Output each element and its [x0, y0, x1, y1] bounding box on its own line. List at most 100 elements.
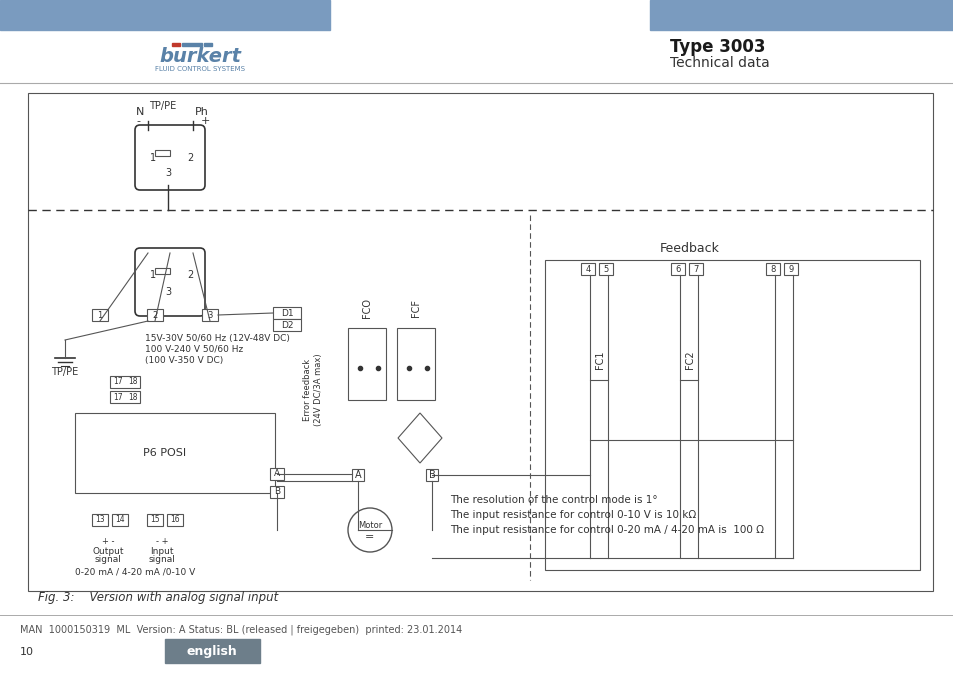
Bar [91, 514, 108, 526]
Text: 100 V-240 V 50/60 Hz: 100 V-240 V 50/60 Hz [145, 345, 243, 353]
Text: - +: - + [155, 536, 168, 546]
Text: 16: 16 [170, 516, 179, 524]
Bar [172, 43, 180, 46]
Bar [765, 263, 780, 275]
Bar [670, 263, 684, 275]
Text: 9: 9 [787, 264, 793, 273]
Text: FCO: FCO [361, 298, 372, 318]
Text: 7: 7 [693, 264, 698, 273]
Text: english: english [187, 645, 237, 658]
Text: 2: 2 [187, 270, 193, 280]
Bar [396, 328, 435, 400]
Text: Technical data: Technical data [669, 56, 769, 70]
Text: 18: 18 [128, 392, 137, 402]
Text: 1: 1 [150, 153, 156, 163]
Text: B: B [274, 487, 280, 497]
Text: D1: D1 [280, 308, 293, 318]
Text: 18: 18 [128, 378, 137, 386]
Text: MAN  1000150319  ML  Version: A Status: BL (released | freigegeben)  printed: 23: MAN 1000150319 ML Version: A Status: BL … [20, 625, 462, 635]
Text: N: N [135, 107, 144, 117]
Bar [426, 469, 437, 481]
Text: The input resistance for control 0-20 mA / 4-20 mA is  100 Ω: The input resistance for control 0-20 mA… [450, 525, 763, 535]
Text: 3: 3 [165, 287, 171, 297]
Text: Output: Output [92, 546, 124, 555]
Text: 15: 15 [150, 516, 160, 524]
Bar [580, 263, 595, 275]
Text: A: A [274, 470, 280, 479]
Text: 0-20 mA / 4-20 mA /0-10 V: 0-20 mA / 4-20 mA /0-10 V [74, 567, 195, 577]
Text: signal: signal [149, 555, 175, 565]
Text: =: = [365, 532, 375, 542]
Text: + -: + - [102, 536, 114, 546]
FancyBboxPatch shape [135, 248, 205, 316]
Bar [167, 514, 183, 526]
Text: FLUID CONTROL SYSTEMS: FLUID CONTROL SYSTEMS [154, 66, 245, 72]
Text: 10: 10 [20, 647, 34, 657]
Text: The input resistance for control 0-10 V is 10 kΩ: The input resistance for control 0-10 V … [450, 510, 696, 520]
Bar [110, 391, 140, 403]
Text: burkert: burkert [159, 48, 241, 67]
Text: 2: 2 [152, 310, 157, 320]
Text: (100 V-350 V DC): (100 V-350 V DC) [145, 355, 223, 365]
Bar [783, 263, 797, 275]
Text: Motor: Motor [357, 520, 382, 530]
Text: 3: 3 [165, 168, 171, 178]
Text: Fig. 3:    Version with analog signal input: Fig. 3: Version with analog signal input [38, 590, 278, 604]
Text: 14: 14 [115, 516, 125, 524]
Text: TP/PE: TP/PE [150, 101, 176, 111]
Text: -: - [136, 116, 140, 126]
Bar [28, 93, 932, 591]
Bar [154, 268, 170, 274]
Bar [0, 0, 330, 30]
Text: 8: 8 [769, 264, 775, 273]
Bar [182, 43, 202, 46]
Bar [147, 309, 163, 321]
Text: FCF: FCF [411, 299, 420, 317]
Text: P6 POSI: P6 POSI [143, 448, 187, 458]
Text: 13: 13 [95, 516, 105, 524]
Bar [273, 307, 301, 319]
Text: +: + [200, 116, 210, 126]
Bar [598, 263, 613, 275]
Bar [154, 150, 170, 156]
Bar [91, 309, 108, 321]
Bar [112, 514, 128, 526]
Bar [204, 43, 212, 46]
Bar [273, 319, 301, 331]
Bar [165, 639, 260, 663]
Text: Type 3003: Type 3003 [669, 38, 764, 56]
Text: 4: 4 [585, 264, 590, 273]
Text: The resolution of the control mode is 1°: The resolution of the control mode is 1° [450, 495, 657, 505]
Text: 1: 1 [97, 310, 103, 320]
FancyBboxPatch shape [135, 125, 205, 190]
Text: Input: Input [150, 546, 173, 555]
Text: Error feedback
(24V DC/3A max): Error feedback (24V DC/3A max) [303, 354, 322, 426]
Bar [544, 260, 919, 570]
Text: 1: 1 [150, 270, 156, 280]
Text: signal: signal [94, 555, 121, 565]
Bar [270, 486, 284, 498]
Bar [649, 0, 953, 30]
Text: B: B [428, 470, 435, 480]
Bar [352, 469, 364, 481]
Text: 2: 2 [187, 153, 193, 163]
Text: TP/PE: TP/PE [51, 367, 78, 377]
Text: FC1: FC1 [595, 351, 604, 369]
Bar [348, 328, 386, 400]
Text: 17: 17 [113, 378, 123, 386]
Bar [75, 413, 274, 493]
Text: A: A [355, 470, 361, 480]
Text: 3: 3 [207, 310, 213, 320]
Text: 15V-30V 50/60 Hz (12V-48V DC): 15V-30V 50/60 Hz (12V-48V DC) [145, 334, 290, 343]
Bar [202, 309, 218, 321]
Text: 17: 17 [113, 392, 123, 402]
Text: FC2: FC2 [684, 351, 695, 369]
Polygon shape [397, 413, 441, 463]
Bar [688, 263, 702, 275]
Text: 5: 5 [602, 264, 608, 273]
Circle shape [348, 508, 392, 552]
Text: Feedback: Feedback [659, 242, 720, 254]
Bar [110, 376, 140, 388]
Text: D2: D2 [280, 320, 293, 330]
Text: Ph: Ph [194, 107, 209, 117]
